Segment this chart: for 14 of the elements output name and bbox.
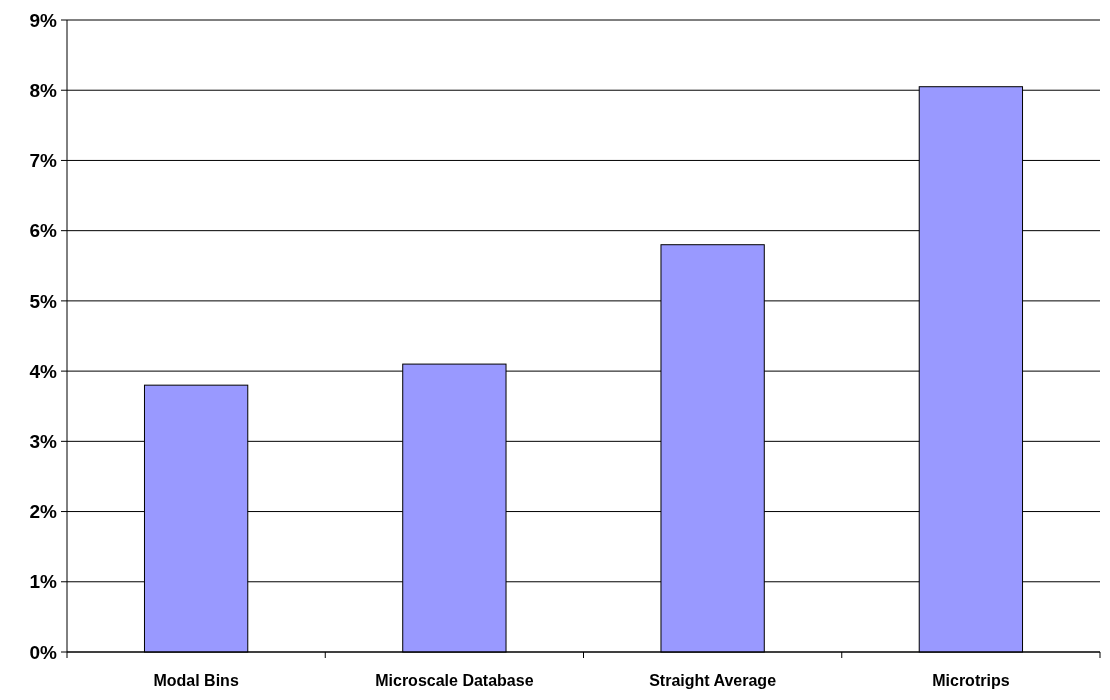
x-tick-label: Microscale Database <box>375 672 534 689</box>
x-tick-label: Modal Bins <box>153 672 239 689</box>
x-tick-label: Straight Average <box>649 672 777 689</box>
y-tick-label: 7% <box>29 150 58 172</box>
x-tick-label: Microtrips <box>932 672 1010 689</box>
y-tick-label: 6% <box>29 220 58 242</box>
y-tick-label: 4% <box>29 360 58 382</box>
y-tick-label: 3% <box>29 430 58 452</box>
y-tick-label: 2% <box>29 501 58 523</box>
y-tick-label: 0% <box>29 641 58 663</box>
y-tick-label: 9% <box>29 9 58 31</box>
y-tick-label: 8% <box>29 79 58 101</box>
y-tick-label: 1% <box>29 571 58 593</box>
y-tick-label: 5% <box>29 290 58 312</box>
